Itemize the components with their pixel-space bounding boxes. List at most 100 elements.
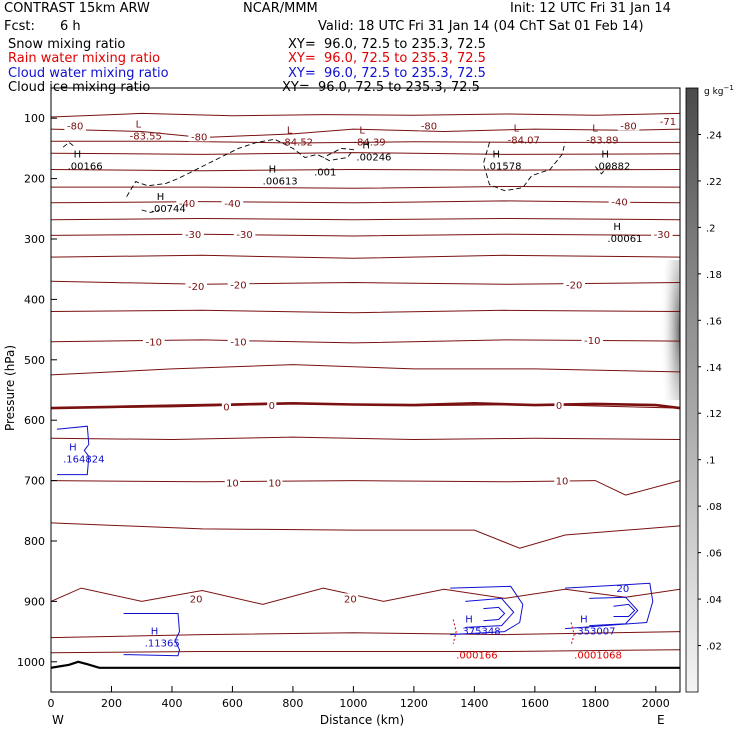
extremum-value: -84.52 — [281, 137, 313, 148]
temperature-contour-label: 20 — [344, 594, 357, 605]
contour-label-background — [418, 120, 440, 131]
temperature-contour — [51, 631, 680, 639]
extremum-value: .00613 — [263, 177, 298, 188]
temperature-contour-label: 20 — [190, 594, 203, 605]
extremum-value: .00882 — [595, 162, 630, 173]
temperature-contour-label: -10 — [230, 338, 246, 349]
y-tick-label: 100 — [24, 112, 45, 125]
contour-layer — [51, 112, 680, 669]
temperature-contour — [51, 649, 680, 654]
temperature-contour — [51, 152, 680, 155]
contour-label-background — [651, 229, 673, 240]
extremum-marker: L — [287, 125, 293, 136]
cloud-ice-contour — [141, 209, 161, 213]
x-axis-label: Distance (km) — [320, 713, 404, 727]
temperature-contour-label: -80 — [191, 132, 207, 143]
temperature-contour-label: -80 — [67, 121, 83, 132]
contour-labels: -80 -80 -80 -80 -71 -40 -40 -40 -30 -30 -30 -20 -20 -… — [63, 116, 679, 662]
model-title: CONTRAST 15km ARW — [4, 1, 150, 16]
contour-label-background — [657, 116, 679, 127]
temperature-contour — [51, 233, 680, 237]
colorbar-tick-label: .02 — [706, 642, 722, 653]
temperature-contour-label: 0 — [223, 402, 229, 413]
extremum-marker: L — [136, 119, 142, 130]
contour-label-background — [617, 120, 640, 131]
temperature-contour — [51, 364, 680, 376]
colorbar-tick-label: .16 — [706, 316, 722, 327]
temperature-contour — [51, 436, 680, 441]
extremum-marker: H — [151, 627, 159, 638]
x-tick-label: 600 — [222, 697, 243, 710]
contour-label-background — [267, 400, 277, 411]
temperature-contour-label: -80 — [421, 121, 437, 132]
colorbar-tick-label: .08 — [706, 502, 722, 513]
extremum-marker: H — [492, 150, 500, 161]
temperature-contour-label: 0 — [269, 401, 275, 412]
y-tick-label: 700 — [24, 475, 45, 488]
x-tick-label: 400 — [161, 697, 182, 710]
contour-label-background — [176, 197, 198, 208]
cloud-ice-contour — [126, 138, 355, 197]
edge-shading — [660, 260, 680, 400]
x-tick-label: 1200 — [400, 697, 428, 710]
y-tick-label: 300 — [24, 233, 45, 246]
plot-frame — [50, 87, 681, 693]
rain-water-contour — [452, 619, 457, 644]
temperature-contour — [51, 168, 680, 172]
forecast-hour: 6 h — [60, 19, 81, 34]
x-tick-label: 800 — [282, 697, 303, 710]
extremum-marker: H — [601, 150, 609, 161]
temperature-contour — [51, 280, 680, 285]
forecast-label: Fcst: — [4, 19, 35, 34]
extremum-value: .00744 — [151, 204, 186, 215]
temperature-contour-label: 10 — [226, 478, 239, 489]
y-tick-label: 1000 — [17, 656, 45, 669]
extremum-marker: H — [362, 140, 370, 151]
cloud-water-contour — [56, 425, 90, 476]
temperature-contour-label: -80 — [620, 121, 636, 132]
x-tick-label: 0 — [48, 697, 55, 710]
colorbar — [685, 87, 699, 693]
colorbar-tick-label: .06 — [706, 549, 722, 560]
extremum-value: -84.39 — [353, 137, 385, 148]
contour-label-background — [227, 279, 250, 290]
axes: 0 200 400 600 800 1000 1200 1400 1600 1800 2000100… — [17, 112, 670, 710]
cloud-water-contour — [450, 585, 524, 636]
field-name-cloud-ice: Cloud ice mixing ratio — [8, 80, 151, 95]
extremum-value: .00246 — [356, 152, 391, 163]
cloud-water-contour — [589, 596, 639, 627]
temperature-contour-label: -20 — [188, 282, 204, 293]
contour-label-background — [182, 229, 204, 240]
extremum-value: .01578 — [486, 162, 521, 173]
colorbar-tick-label: .1 — [706, 456, 716, 467]
y-tick-label: 200 — [24, 173, 45, 186]
cloud-water-contour — [465, 597, 515, 628]
contour-label-background — [221, 197, 244, 208]
colorbar-tick-label: .18 — [706, 270, 722, 281]
extremum-value: .164824 — [63, 454, 104, 465]
temperature-contour-label: -71 — [660, 117, 676, 128]
cloud-water-contour — [483, 606, 506, 622]
temperature-contour-label: 0 — [556, 401, 562, 412]
y-tick-label: 400 — [24, 293, 45, 306]
x-tick-label: 200 — [101, 697, 122, 710]
cloud-water-contour — [123, 613, 181, 657]
colorbar-unit: g kg−1 — [704, 84, 734, 97]
temperature-contour-label: -20 — [566, 280, 582, 291]
contour-label-background — [608, 196, 631, 207]
colorbar-tick-label: .04 — [706, 595, 722, 606]
field-name-rain: Rain water mixing ratio — [8, 51, 161, 66]
contour-label-background — [554, 400, 564, 411]
colorbar-tick-label: .24 — [706, 130, 722, 141]
temperature-contour-label: -30 — [185, 230, 201, 241]
extremum-marker: H — [69, 442, 77, 453]
temperature-contour-label: -10 — [584, 336, 600, 347]
extremum-value: .353007 — [574, 627, 615, 638]
contour-label-background — [563, 279, 585, 290]
y-tick-label: 600 — [24, 414, 45, 427]
temperature-contour-label: -40 — [611, 198, 627, 209]
cloud-water-contour — [613, 603, 636, 617]
colorbar-tick-label: .14 — [706, 363, 722, 374]
extremum-marker: H — [465, 615, 473, 626]
